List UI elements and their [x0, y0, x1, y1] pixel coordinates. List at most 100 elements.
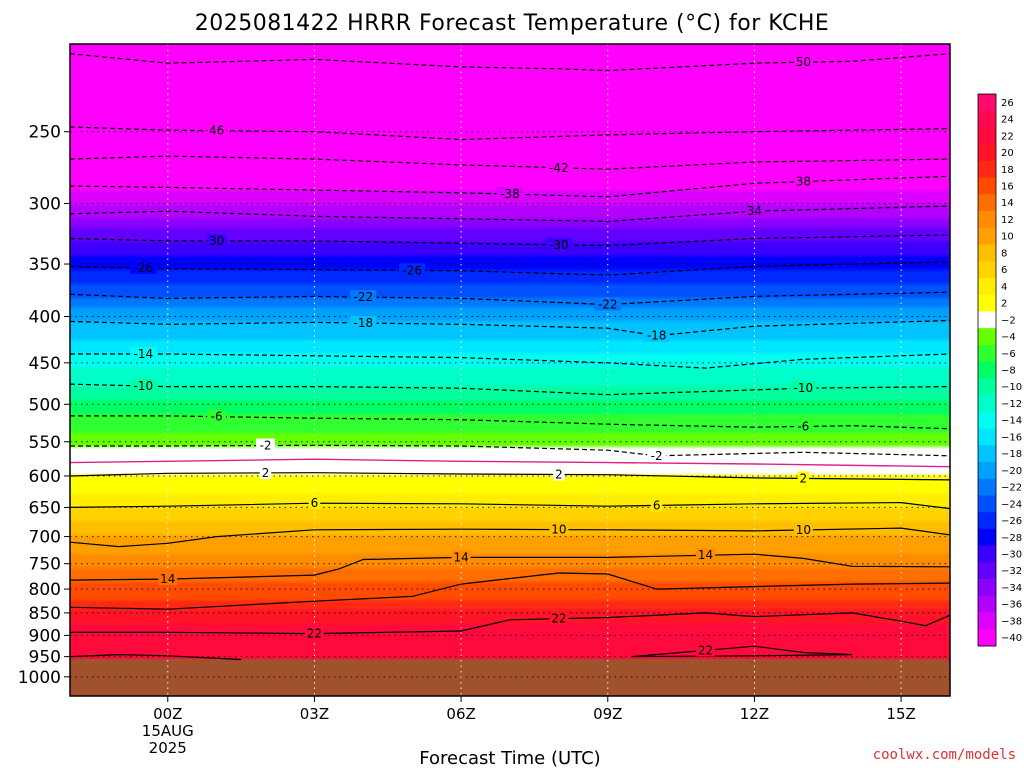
colorbar-swatch: [978, 512, 996, 530]
colorbar-swatch: [978, 244, 996, 262]
colorbar-swatch: [978, 411, 996, 429]
contour-label: -26: [134, 261, 154, 275]
colorbar-swatch: [978, 211, 996, 229]
contour-label: -10: [134, 379, 154, 393]
colorbar-swatch: [978, 495, 996, 513]
y-tick-label: 950: [29, 648, 61, 668]
x-tick-label: 06Z: [446, 705, 475, 723]
x-tick-label: 09Z: [593, 705, 622, 723]
colorbar-swatch: [978, 110, 996, 128]
x-tick-date-label: 15AUG: [142, 722, 194, 740]
colorbar-label: 24: [1001, 115, 1014, 126]
y-tick-label: 700: [29, 528, 61, 548]
contour-label: 34: [747, 204, 762, 218]
colorbar-label: 26: [1001, 98, 1014, 109]
contour-line: [70, 383, 950, 396]
colorbar-label: −2: [1001, 315, 1016, 326]
contour-label: -2: [651, 449, 663, 463]
colorbar-label: −38: [1001, 616, 1022, 627]
y-tick-label: 550: [29, 433, 61, 453]
y-tick-label: 900: [29, 626, 61, 646]
contour-line: [70, 261, 950, 276]
ground-below-surface: [70, 659, 950, 696]
x-tick-label: 15Z: [886, 705, 915, 723]
colorbar-swatch: [978, 278, 996, 296]
colorbar-label: −6: [1001, 349, 1016, 360]
contour-label: -30: [549, 238, 569, 252]
colorbar-swatch: [978, 428, 996, 446]
contour-label: 10: [796, 523, 811, 537]
contour-line: [70, 319, 950, 337]
colorbar-swatch: [978, 545, 996, 563]
contour-line: [70, 415, 950, 430]
y-axis-ticks: 2503003504004505005506006507007508008509…: [18, 123, 70, 688]
contour-label: 14: [160, 572, 175, 586]
colorbar-swatch: [978, 395, 996, 413]
contour-label: 2: [262, 466, 270, 480]
contour-label-bg: [793, 174, 813, 188]
colorbar-label: 16: [1001, 182, 1014, 193]
contour-line: [70, 234, 950, 247]
contour-line: [632, 645, 853, 658]
contour-label-bg: [130, 378, 157, 392]
colorbar-label: −4: [1001, 332, 1016, 343]
y-tick-label: 500: [29, 395, 61, 415]
contour-line: [70, 126, 950, 141]
colorbar-swatch: [978, 328, 996, 346]
contour-label: 22: [698, 643, 713, 657]
credit-text[interactable]: coolwx.com/models: [873, 747, 1016, 763]
colorbar-swatch: [978, 378, 996, 396]
colorbar-legend: 26 24 22 20 18 16 14 12 10 8 6 4 2 −2 −4 −6 −8 −10 −12 −14 −…: [977, 93, 1022, 647]
y-tick-label: 250: [29, 123, 61, 143]
contour-label: 2: [800, 471, 808, 485]
colorbar-swatch: [978, 612, 996, 630]
contour-label-bg: [308, 496, 321, 510]
colorbar-swatch: [978, 361, 996, 379]
contour-label: 46: [209, 124, 224, 138]
colorbar-label: 8: [1001, 248, 1007, 259]
colorbar-label: −32: [1001, 566, 1022, 577]
colorbar-swatch: [978, 595, 996, 613]
colorbar-label: −28: [1001, 533, 1022, 544]
colorbar-swatch: [978, 177, 996, 195]
contour-label-bg: [259, 465, 272, 479]
contour-label-bg: [594, 297, 622, 311]
contour-label-bg: [130, 347, 157, 361]
contour-label: 50: [796, 55, 811, 69]
colorbar-label: −10: [1001, 382, 1022, 393]
contour-label: -22: [598, 298, 618, 312]
contour-label-bg: [496, 187, 524, 201]
temperature-field: [70, 44, 950, 696]
contour-label-bg: [158, 572, 178, 586]
contour-label-bg: [793, 522, 813, 536]
contour-label-bg: [549, 611, 569, 625]
contour-label: -22: [354, 290, 374, 304]
contour-label: 22: [307, 627, 322, 641]
colorbar-swatch: [978, 294, 996, 312]
x-tick-label: 12Z: [740, 705, 769, 723]
colorbar-label: −40: [1001, 633, 1022, 644]
colorbar-label: −24: [1001, 499, 1022, 510]
contour-label: 14: [698, 548, 713, 562]
contour-line: [70, 291, 950, 306]
colorbar-label: −14: [1001, 416, 1022, 427]
contour-line: [70, 444, 950, 457]
colorbar-swatch: [978, 227, 996, 245]
colorbar-swatch: [978, 160, 996, 178]
contour-label: -18: [354, 316, 374, 330]
colorbar-label: −22: [1001, 483, 1022, 494]
colorbar-frame: [977, 93, 997, 647]
contour-line: [70, 175, 950, 198]
colorbar-swatch: [978, 562, 996, 580]
contour-label-bg: [650, 498, 663, 512]
contour-label: 2: [555, 467, 563, 481]
contour-label-bg: [797, 471, 810, 485]
contour-label-bg: [207, 409, 227, 423]
colorbar-swatch: [978, 579, 996, 597]
contour-label-bg: [643, 328, 670, 342]
colorbar-label: −18: [1001, 449, 1022, 460]
contour-line: [70, 472, 950, 481]
